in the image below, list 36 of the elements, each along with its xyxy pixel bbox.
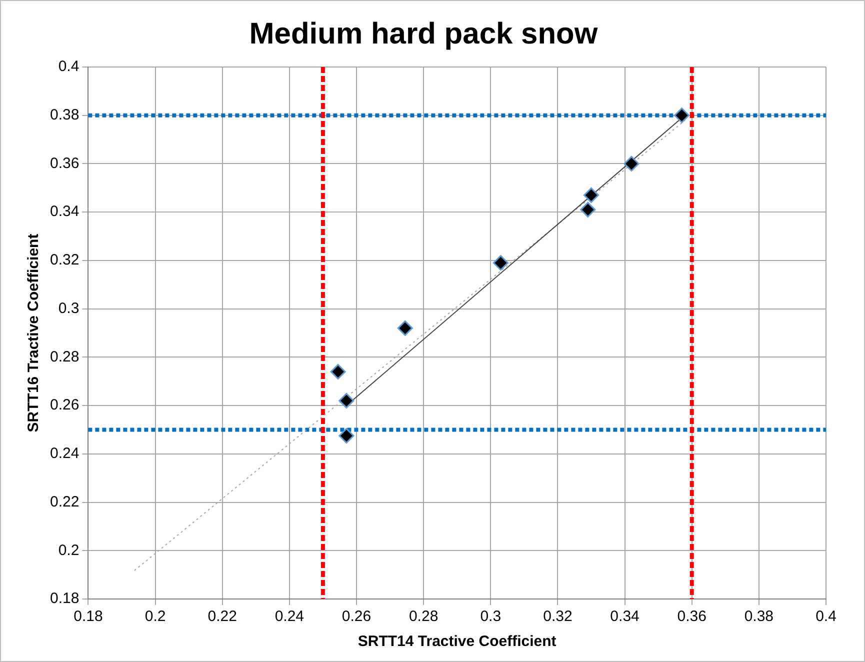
y-axis-title: SRTT16 Tractive Coefficient: [25, 234, 42, 432]
x-tick-label: 0.26: [342, 608, 372, 626]
point: [397, 320, 413, 336]
x-tick-label: 0.38: [744, 608, 774, 626]
chart-title: Medium hard pack snow: [249, 17, 598, 50]
point: [624, 156, 640, 172]
x-tick-label: 0.4: [816, 608, 836, 626]
x-tick-label: 0.24: [274, 608, 304, 626]
point: [674, 108, 690, 124]
y-tick-label: 0.3: [58, 300, 80, 317]
point: [338, 428, 354, 444]
y-tick-label: 0.32: [50, 252, 80, 269]
point: [580, 202, 596, 218]
point: [583, 187, 599, 203]
y-tick-label: 0.38: [50, 106, 80, 124]
y-tick-label: 0.36: [50, 154, 80, 172]
y-tick-label: 0.28: [50, 348, 80, 366]
y-tick-label: 0.26: [50, 396, 80, 414]
y-tick-label: 0.2: [58, 542, 80, 559]
x-tick-label: 0.28: [408, 608, 438, 626]
x-tick-label: 0.3: [480, 608, 502, 626]
y-tick-label: 0.4: [58, 58, 80, 76]
x-tick-label: 0.22: [208, 608, 237, 626]
point: [492, 255, 508, 271]
x-tick-label: 0.32: [543, 608, 572, 626]
x-tick-label: 0.18: [74, 608, 103, 626]
y-tick-label: 0.18: [50, 590, 80, 608]
x-tick-label: 0.36: [677, 608, 706, 626]
x-tick-label: 0.2: [144, 608, 166, 626]
y-tick-label: 0.24: [50, 445, 80, 462]
y-tick-label: 0.22: [50, 493, 80, 510]
y-tick-label: 0.34: [50, 203, 80, 220]
point: [330, 364, 346, 380]
x-tick-label: 0.34: [610, 608, 640, 626]
point: [338, 392, 354, 408]
x-axis-title: SRTT14 Tractive Coefficient: [358, 633, 556, 650]
